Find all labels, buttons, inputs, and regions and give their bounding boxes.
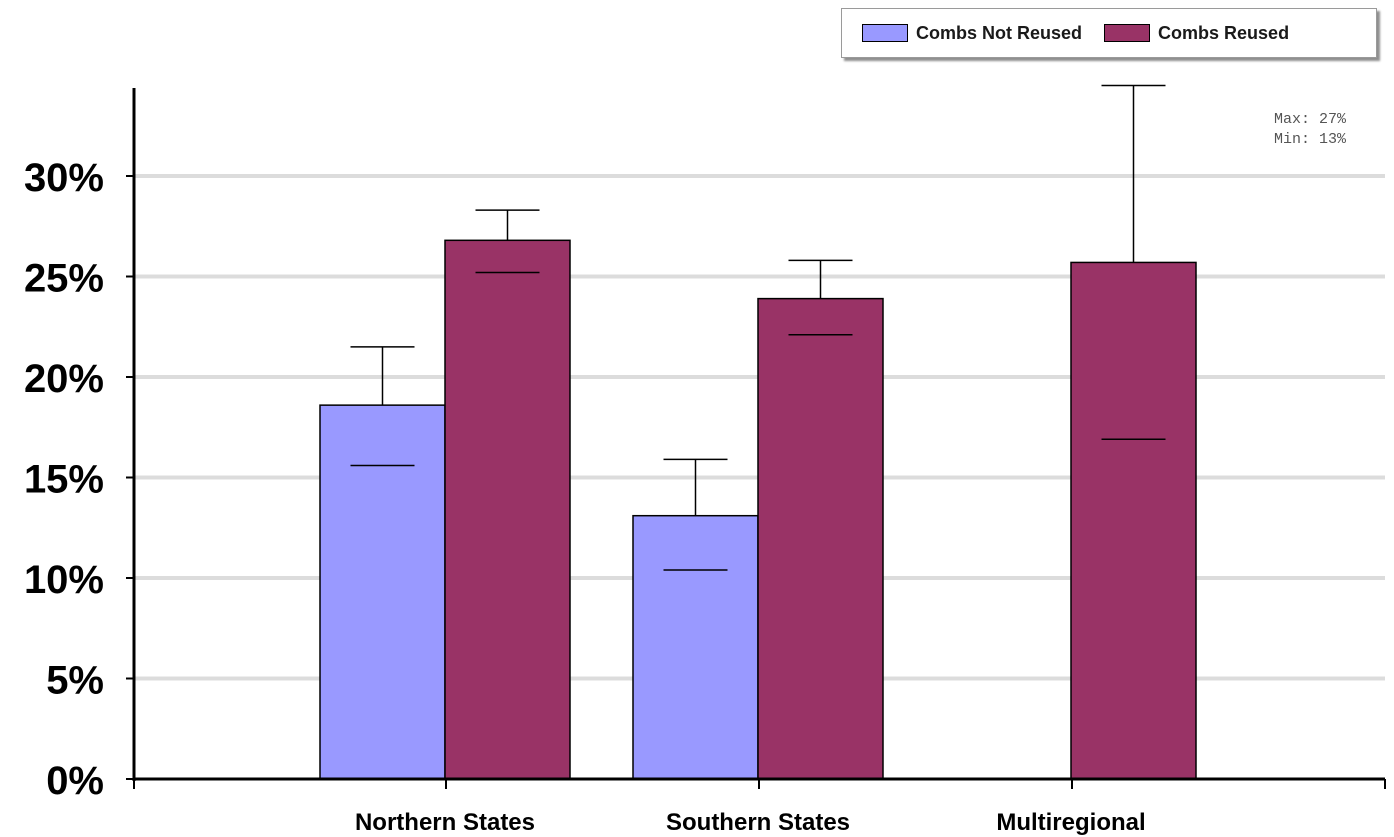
max-label: Max: 27% — [1273, 111, 1346, 128]
bar — [319, 404, 446, 780]
legend: Combs Not Reused Combs Reused — [841, 8, 1377, 58]
x-tick-label: Southern States — [666, 809, 850, 836]
y-tick-label: 0% — [46, 759, 104, 803]
y-tick-label: 20% — [24, 357, 104, 401]
bar — [444, 239, 571, 780]
y-tick-label: 25% — [24, 257, 104, 301]
x-tick-label: Multiregional — [996, 809, 1145, 836]
bar — [1070, 261, 1197, 780]
y-tick-label: 15% — [24, 458, 104, 502]
legend-item-not-reused: Combs Not Reused — [862, 23, 1082, 44]
min-max-annotation: Max: 27% Min: 13% — [1226, 110, 1346, 150]
y-tick-label: 30% — [24, 156, 104, 200]
x-tick-label: Northern States — [355, 809, 535, 836]
y-tick-label: 5% — [46, 659, 104, 703]
x-axis-ticks: Northern States Southern States Multiregio… — [133, 779, 1386, 836]
legend-item-reused: Combs Reused — [1104, 23, 1289, 44]
legend-label-not-reused: Combs Not Reused — [916, 22, 1083, 43]
y-tick-label: 10% — [24, 558, 104, 602]
min-label: Min: 13% — [1273, 131, 1346, 148]
bar — [632, 514, 759, 780]
bar — [757, 297, 884, 780]
bars — [319, 239, 1197, 780]
legend-label-reused: Combs Reused — [1158, 22, 1290, 43]
y-axis-ticks: 0% 5% 10% 15% 20% 25% 30% — [24, 156, 134, 803]
error-bars — [350, 84, 1166, 571]
legend-swatch-reused — [1104, 24, 1151, 42]
legend-swatch-not-reused — [862, 24, 908, 42]
